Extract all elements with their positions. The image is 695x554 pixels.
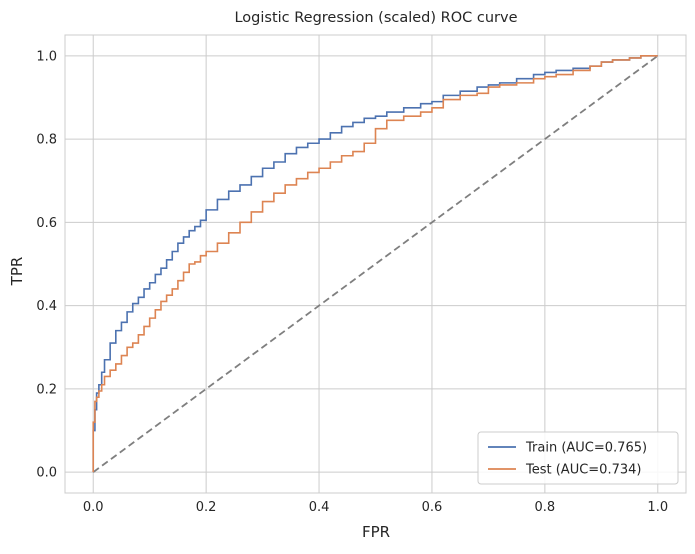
chance-diagonal-line (92, 55, 659, 473)
x-tick-label: 0.6 (422, 500, 443, 515)
x-tick-label: 0.2 (196, 500, 217, 515)
x-tick-label: 1.0 (647, 500, 668, 515)
legend: Train (AUC=0.765) Test (AUC=0.734) (477, 431, 679, 485)
y-tick-label: 0.2 (36, 382, 57, 397)
x-tick-label: 0.8 (535, 500, 556, 515)
y-tick-label: 1.0 (36, 49, 57, 64)
y-axis-label: TPR (8, 257, 26, 287)
legend-box (477, 431, 679, 485)
chart-title: Logistic Regression (scaled) ROC curve (234, 10, 517, 26)
tick-labels: 0.0 0.2 0.4 0.6 0.8 1.0 0.0 0.2 0.4 0.6 0.8 1.0 (36, 49, 668, 515)
y-tick-label: 0.4 (36, 299, 57, 314)
x-tick-label: 0.4 (309, 500, 330, 515)
legend-train-label: Train (AUC=0.765) (525, 441, 647, 456)
legend-test-label: Test (AUC=0.734) (525, 463, 641, 478)
plot-frame (64, 34, 687, 494)
y-tick-label: 0.6 (36, 216, 57, 231)
test-roc-line (92, 55, 658, 473)
train-roc-line (92, 55, 658, 473)
y-tick-label: 0.8 (36, 133, 57, 148)
series-lines (92, 55, 659, 473)
x-axis-label: FPR (362, 523, 390, 541)
x-tick-label: 0.0 (83, 500, 104, 515)
y-tick-label: 0.0 (36, 466, 57, 481)
